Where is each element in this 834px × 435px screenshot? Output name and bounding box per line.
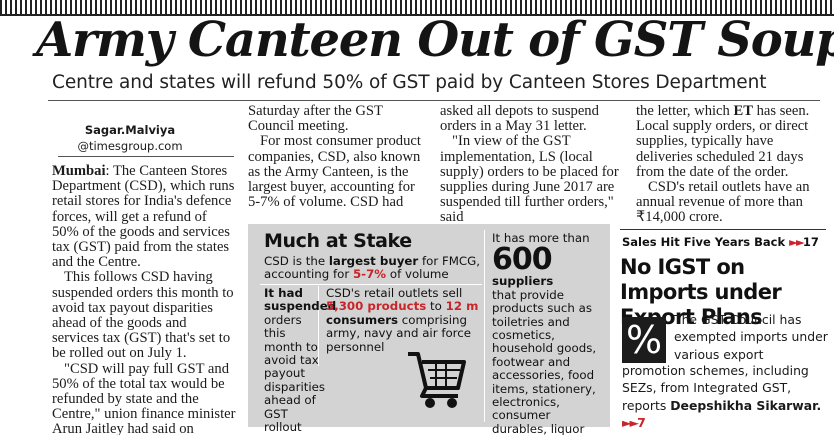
largest-buyer-fact: CSD is the largest buyer for FMCG, accou… (264, 254, 481, 282)
sidebar-text: The GST Council has exempted imports und… (674, 312, 828, 362)
article-column-4: the letter, which ET has seen. Local sup… (636, 103, 824, 226)
article-column-3: asked all depots to suspend orders in a … (440, 103, 622, 226)
double-arrow-icon: ►► (789, 235, 805, 249)
paragraph: This follows CSD having suspended orders… (52, 269, 234, 362)
paragraph: For most consumer product companies, CSD… (248, 133, 421, 211)
paragraph: "In view of the GST implementation, LS (… (440, 133, 619, 226)
percent-icon: % (622, 317, 666, 363)
article-column-2: Saturday after the GST Council meeting. … (248, 103, 428, 211)
infographic-title: Much at Stake (264, 230, 412, 252)
suppliers-fact: It has more than 600 suppliers that prov… (492, 231, 597, 435)
paragraph: asked all depots to suspend orders in a … (440, 103, 599, 135)
header-band (0, 0, 834, 16)
suppliers-count: 600 (492, 242, 553, 278)
paragraph: Saturday after the GST Council meeting. (248, 103, 383, 135)
byline-handle: @timesgroup.com (77, 139, 183, 153)
subheadline: Centre and states will refund 50% of GST… (52, 72, 767, 93)
publication-name: ET (733, 103, 753, 119)
paragraph: : The Canteen Stores Department (CSD), w… (52, 163, 235, 271)
page-reference: 17 (802, 235, 819, 249)
suspended-fact: It had suspended orders this month to avo… (264, 286, 337, 435)
much-at-stake-infographic: Much at Stake CSD is the largest buyer f… (248, 224, 610, 435)
paragraph: "CSD will pay full GST and 50% of the to… (52, 360, 236, 435)
sidebar-teaser: Sales Hit Five Years Back ►►17 (622, 235, 819, 249)
sidebar-text-cont: promotion schemes, including SEZs, from … (622, 363, 822, 430)
article-column-1: Mumbai: The Canteen Stores Department (C… (52, 163, 236, 435)
byline: Sagar.Malviya @timesgroup.com (70, 122, 190, 154)
paragraph: CSD's retail outlets have an annual reve… (636, 179, 810, 226)
author-name: Deepshikha Sikarwar. (670, 397, 822, 413)
subhead-rule (48, 100, 820, 101)
sidebar-rule (620, 229, 826, 230)
page-reference: 7 (637, 414, 646, 430)
double-arrow-icon: ►► (622, 414, 639, 430)
dateline: Mumbai (52, 163, 106, 179)
retail-outlets-fact: CSD's retail outlets sell 5,300 products… (326, 286, 479, 354)
headline: Army Canteen Out of GST Soup (36, 12, 834, 68)
shopping-cart-icon (408, 352, 466, 408)
byline-name: Sagar.Malviya (84, 123, 176, 137)
byline-rule (58, 156, 234, 157)
